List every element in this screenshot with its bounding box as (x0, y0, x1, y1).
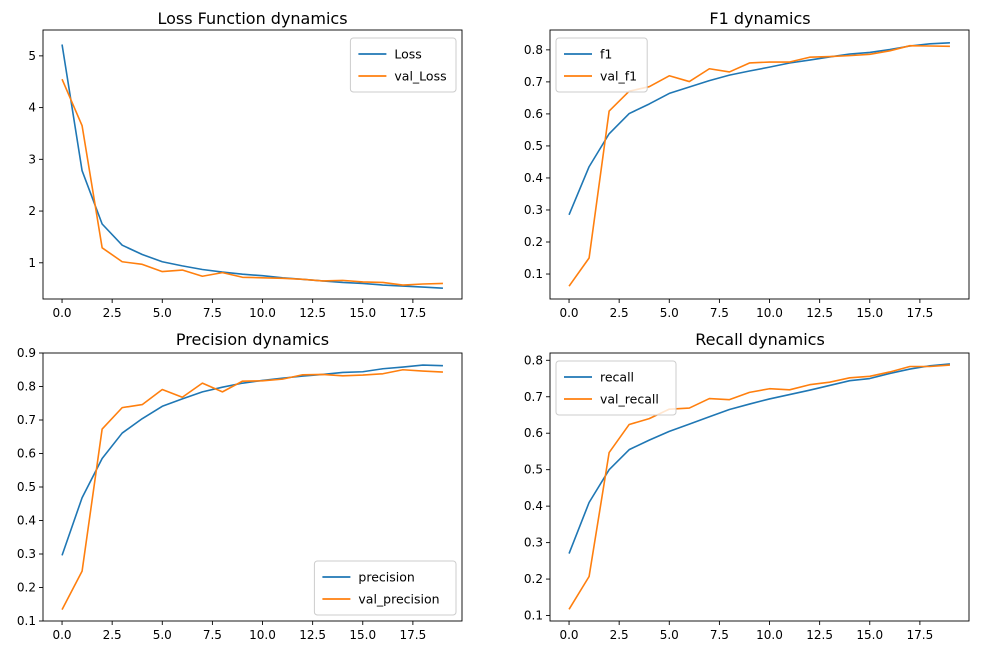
subplot-title: Precision dynamics (176, 330, 329, 349)
series-line-Loss (61, 44, 443, 289)
subplot-f1: F1 dynamics 0.0 2.5 5.0 7.5 10.0 12.5 15.0 17.5… (524, 9, 970, 320)
y-tick-label: 0.3 (524, 203, 543, 217)
x-tick-label: 7.5 (203, 306, 222, 320)
y-tick-label: 0.3 (524, 536, 543, 550)
x-tick-label: 15.0 (856, 306, 883, 320)
x-tick-label: 2.5 (103, 628, 122, 642)
x-tick-label: 12.5 (806, 628, 833, 642)
legend: precision val_precision (313, 560, 457, 616)
legend-label: val_recall (600, 392, 659, 407)
y-tick-label: 0.2 (524, 235, 543, 249)
x-tick-label: 15.0 (856, 628, 883, 642)
legend: recall val_recall (555, 360, 677, 416)
legend-label: f1 (600, 47, 612, 62)
y-tick-label: 0.8 (524, 353, 543, 367)
series-line-val_Loss (61, 78, 443, 286)
axes-frame (42, 29, 463, 300)
x-tick-label: 7.5 (203, 628, 222, 642)
x-tick-label: 0.0 (559, 306, 578, 320)
y-tick-label: 0.9 (17, 346, 36, 360)
y-tick-label: 0.5 (17, 480, 36, 494)
y-tick-label: 0.4 (524, 171, 543, 185)
y-tick-label: 0.4 (17, 514, 36, 528)
y-tick-label: 0.1 (17, 614, 36, 628)
y-tick-label: 0.1 (524, 609, 543, 623)
legend-label: Loss (394, 47, 421, 62)
y-tick-label: 0.7 (524, 390, 543, 404)
y-tick-label: 0.4 (524, 499, 543, 513)
x-tick-label: 12.5 (299, 628, 326, 642)
y-tick-label: 0.2 (524, 572, 543, 586)
axes-frame (549, 29, 970, 300)
legend: f1 val_f1 (555, 37, 648, 93)
x-tick-label: 10.0 (249, 306, 276, 320)
y-tick-label: 1 (28, 256, 36, 270)
subplot-title: F1 dynamics (709, 9, 810, 28)
y-tick-label: 0.5 (524, 139, 543, 153)
x-tick-label: 0.0 (52, 628, 71, 642)
x-tick-label: 15.0 (349, 306, 376, 320)
legend-box (349, 37, 457, 93)
y-tick-label: 0.6 (524, 107, 543, 121)
x-tick-label: 2.5 (103, 306, 122, 320)
series-line-val_precision (61, 368, 443, 610)
legend-box (313, 560, 457, 616)
legend: Loss val_Loss (349, 37, 457, 93)
x-tick-label: 12.5 (299, 306, 326, 320)
x-tick-label: 7.5 (710, 628, 729, 642)
y-tick-label: 0.8 (524, 43, 543, 57)
x-tick-label: 17.5 (400, 306, 427, 320)
axes-frame (549, 352, 970, 622)
y-tick-label: 0.6 (17, 447, 36, 461)
x-tick-label: 7.5 (710, 306, 729, 320)
legend-label: val_Loss (394, 69, 446, 84)
y-tick-label: 4 (28, 101, 36, 115)
legend-box (555, 37, 648, 93)
y-tick-label: 3 (28, 152, 36, 166)
x-tick-label: 5.0 (660, 628, 679, 642)
series-line-recall (568, 363, 951, 554)
x-tick-label: 5.0 (153, 628, 172, 642)
subplot-title: Loss Function dynamics (157, 9, 347, 28)
x-tick-label: 10.0 (756, 306, 783, 320)
subplot-precision: Precision dynamics 0.0 2.5 5.0 7.5 10.0 12.5 1… (17, 330, 463, 642)
series-line-precision (61, 364, 443, 556)
legend-label: precision (358, 570, 414, 585)
y-tick-label: 0.8 (17, 380, 36, 394)
y-tick-label: 5 (28, 49, 36, 63)
x-tick-label: 2.5 (610, 628, 629, 642)
x-tick-label: 0.0 (52, 306, 71, 320)
y-tick-label: 0.3 (17, 547, 36, 561)
legend-label: val_f1 (600, 69, 637, 84)
series-line-f1 (568, 42, 950, 216)
series-line-val_recall (568, 364, 951, 610)
x-tick-label: 10.0 (249, 628, 276, 642)
subplot-loss: Loss Function dynamics 0.0 2.5 5.0 7.5 10.0 1… (28, 9, 463, 320)
subplot-recall: Recall dynamics 0.0 2.5 5.0 7.5 10.0 12.5 15.0… (524, 330, 970, 642)
y-tick-label: 2 (28, 204, 36, 218)
subplot-title: Recall dynamics (695, 330, 825, 349)
y-tick-label: 0.2 (17, 581, 36, 595)
legend-box (555, 360, 677, 416)
x-tick-label: 2.5 (610, 306, 629, 320)
y-tick-label: 0.5 (524, 463, 543, 477)
x-tick-label: 12.5 (806, 306, 833, 320)
x-tick-label: 17.5 (907, 306, 934, 320)
y-tick-label: 0.7 (524, 75, 543, 89)
y-tick-label: 0.1 (524, 267, 543, 281)
y-tick-label: 0.7 (17, 413, 36, 427)
x-tick-label: 17.5 (907, 628, 934, 642)
legend-label: recall (600, 370, 634, 385)
x-tick-label: 0.0 (559, 628, 578, 642)
x-tick-label: 5.0 (660, 306, 679, 320)
x-tick-label: 5.0 (153, 306, 172, 320)
legend-label: val_precision (358, 592, 439, 607)
x-tick-label: 15.0 (349, 628, 376, 642)
x-tick-label: 17.5 (400, 628, 427, 642)
y-tick-label: 0.6 (524, 426, 543, 440)
x-tick-label: 10.0 (756, 628, 783, 642)
